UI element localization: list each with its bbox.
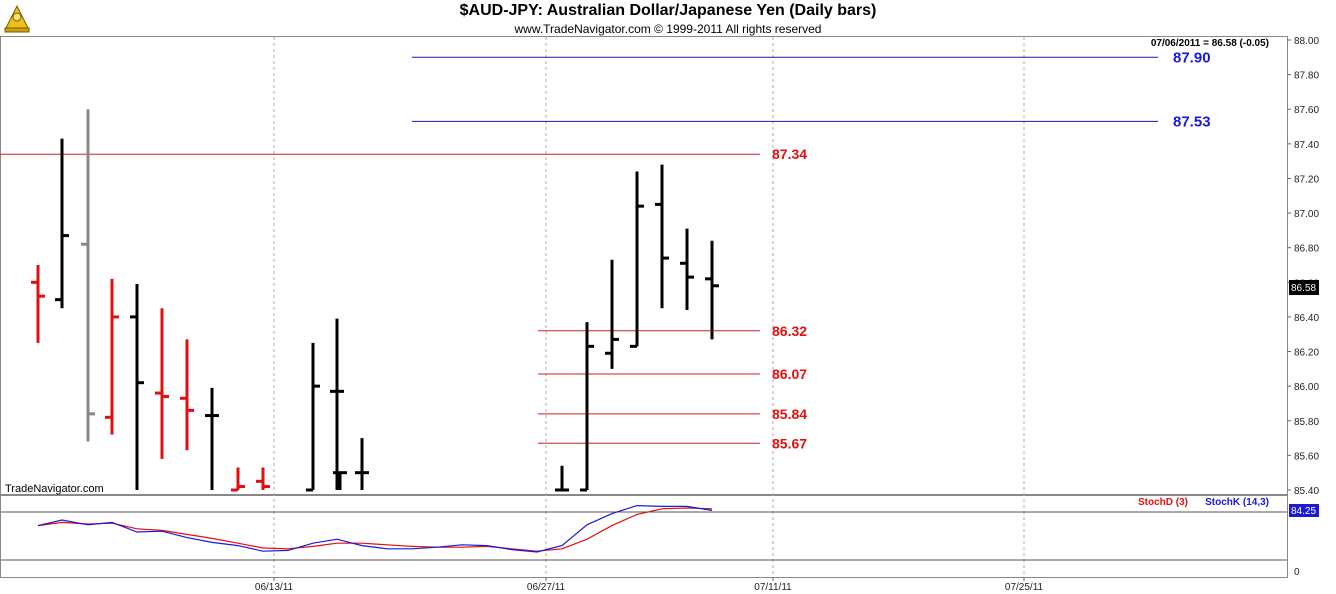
price-tick-label: 86.40 xyxy=(1294,313,1319,324)
price-level-label: 87.90 xyxy=(1173,49,1211,66)
chart-header: $AUD-JPY: Australian Dollar/Japanese Yen… xyxy=(0,0,1336,38)
ohlc-bar xyxy=(55,138,69,309)
price-tick-label: 88.00 xyxy=(1294,36,1319,47)
price-level-label: 86.07 xyxy=(772,366,807,382)
price-tick-label: 86.00 xyxy=(1294,382,1319,393)
ohlc-bar xyxy=(231,467,245,492)
date-tick-label: 07/25/11 xyxy=(1005,582,1044,593)
ohlc-bar xyxy=(630,171,644,348)
ohlc-bar xyxy=(205,387,219,490)
last-price-marker xyxy=(1289,280,1319,295)
price-tick-label: 87.20 xyxy=(1294,174,1319,185)
price-tick-label: 87.80 xyxy=(1294,71,1319,82)
chart-subtitle: www.TradeNavigator.com © 1999-2011 All r… xyxy=(514,22,822,36)
date-tick-label: 06/27/11 xyxy=(527,582,566,593)
stoch-tick-label: 0 xyxy=(1294,567,1300,578)
ohlc-bar xyxy=(580,322,594,492)
ohlc-bar xyxy=(180,339,194,451)
price-tick-label: 87.40 xyxy=(1294,140,1319,151)
date-axis: 06/13/11 06/27/11 07/11/11 07/25/11 xyxy=(255,577,1044,593)
grid-lines xyxy=(273,37,1025,577)
stoch-series-line xyxy=(37,504,713,553)
price-axis: 88.0087.8087.6087.4087.2087.0086.8086.60… xyxy=(1287,36,1319,497)
chart-title: $AUD-JPY: Australian Dollar/Japanese Yen… xyxy=(459,2,877,19)
ohlc-bar xyxy=(31,265,45,343)
trade-navigator-logo-icon xyxy=(4,4,30,33)
price-tick-label: 86.20 xyxy=(1294,348,1319,359)
last-price-label: 86.58 xyxy=(1291,283,1316,294)
ohlc-bar xyxy=(105,278,119,435)
ohlc-bars xyxy=(31,109,719,492)
ohlc-bar xyxy=(555,465,569,492)
price-level-label: 85.84 xyxy=(772,406,807,422)
ohlc-bar xyxy=(256,467,270,490)
watermark: TradeNavigator.com xyxy=(5,483,104,495)
last-price-info: 07/06/2011 = 86.58 (-0.05) xyxy=(1151,38,1269,49)
price-level-label: 86.32 xyxy=(772,323,807,339)
indicator-panel-frame xyxy=(0,495,1288,578)
ohlc-bar xyxy=(655,164,669,309)
ohlc-bar xyxy=(330,318,344,490)
stochd-label: StochD (3) xyxy=(1138,497,1188,508)
date-tick-label: 06/13/11 xyxy=(255,582,294,593)
date-tick-label: 07/11/11 xyxy=(754,582,792,593)
price-tick-label: 87.00 xyxy=(1294,209,1319,220)
stochk-label: StochK (14,3) xyxy=(1205,497,1269,508)
ohlc-bar xyxy=(355,438,369,490)
ohlc-bar xyxy=(81,109,95,442)
price-levels: 87.90 87.53 87.34 86.32 86.07 85.84 85.67 xyxy=(0,49,1211,451)
price-tick-label: 85.60 xyxy=(1294,451,1319,462)
price-level-label: 87.53 xyxy=(1173,113,1211,130)
stoch-last-label: 84.25 xyxy=(1291,506,1316,517)
price-level-label: 87.34 xyxy=(772,146,807,162)
price-level-label: 85.67 xyxy=(772,435,807,451)
price-tick-label: 87.60 xyxy=(1294,105,1319,116)
ohlc-bar xyxy=(306,342,320,492)
ohlc-bar xyxy=(333,471,347,490)
stoch-last-marker xyxy=(1289,504,1319,517)
ohlc-bar xyxy=(155,308,169,459)
stoch-series-line xyxy=(37,507,713,552)
price-tick-label: 85.40 xyxy=(1294,486,1319,497)
price-panel-frame xyxy=(0,36,1288,495)
ohlc-bar xyxy=(705,240,719,340)
ohlc-bar xyxy=(605,259,619,369)
ohlc-bar xyxy=(130,284,144,490)
stochastic-panel: 0 xyxy=(1,504,1300,578)
price-tick-label: 86.80 xyxy=(1294,244,1319,255)
ohlc-bar xyxy=(680,228,694,310)
price-tick-label: 85.80 xyxy=(1294,417,1319,428)
